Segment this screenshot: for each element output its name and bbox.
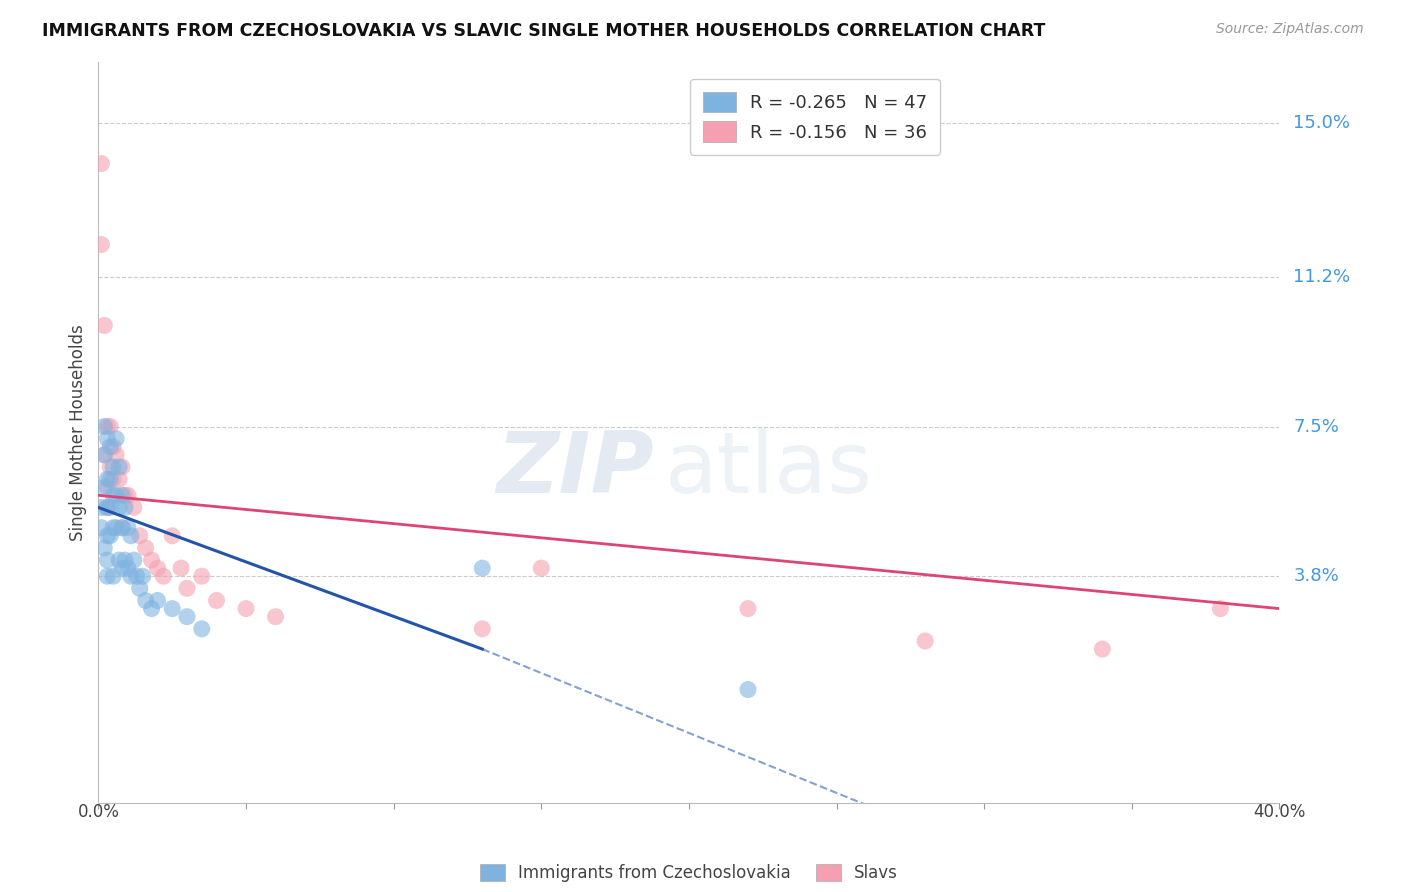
- Point: [96, 472, 118, 486]
- Point: [111, 521, 134, 535]
- Point: [96, 569, 118, 583]
- Point: [1091, 642, 1114, 657]
- Point: [128, 582, 150, 596]
- Point: [90, 156, 112, 170]
- Point: [103, 521, 125, 535]
- Point: [114, 553, 136, 567]
- Point: [117, 521, 139, 535]
- Point: [152, 569, 174, 583]
- Point: [108, 460, 131, 475]
- Point: [93, 318, 115, 333]
- Text: 3.8%: 3.8%: [1294, 567, 1339, 585]
- Point: [471, 561, 494, 575]
- Point: [146, 561, 169, 575]
- Text: ZIP: ZIP: [496, 428, 654, 511]
- Point: [108, 553, 131, 567]
- Point: [96, 529, 118, 543]
- Point: [93, 448, 115, 462]
- Point: [105, 488, 128, 502]
- Point: [98, 472, 121, 486]
- Point: [191, 622, 214, 636]
- Point: [264, 609, 287, 624]
- Point: [162, 529, 183, 543]
- Text: 11.2%: 11.2%: [1294, 268, 1351, 285]
- Point: [530, 561, 553, 575]
- Point: [96, 500, 118, 515]
- Point: [103, 569, 125, 583]
- Point: [105, 432, 128, 446]
- Point: [98, 529, 121, 543]
- Point: [1209, 601, 1232, 615]
- Point: [122, 500, 145, 515]
- Point: [93, 541, 115, 555]
- Text: atlas: atlas: [665, 428, 873, 511]
- Point: [205, 593, 228, 607]
- Point: [98, 500, 121, 515]
- Point: [162, 601, 183, 615]
- Point: [96, 419, 118, 434]
- Point: [93, 419, 115, 434]
- Point: [737, 682, 759, 697]
- Point: [105, 521, 128, 535]
- Point: [96, 553, 118, 567]
- Point: [122, 553, 145, 567]
- Point: [117, 561, 139, 575]
- Point: [111, 521, 134, 535]
- Point: [96, 432, 118, 446]
- Point: [120, 569, 142, 583]
- Point: [108, 500, 131, 515]
- Point: [170, 561, 193, 575]
- Point: [125, 569, 148, 583]
- Point: [471, 622, 494, 636]
- Point: [114, 500, 136, 515]
- Point: [914, 634, 936, 648]
- Point: [105, 448, 128, 462]
- Point: [111, 561, 134, 575]
- Point: [90, 237, 112, 252]
- Point: [120, 529, 142, 543]
- Point: [98, 460, 121, 475]
- Point: [98, 440, 121, 454]
- Point: [132, 569, 155, 583]
- Point: [103, 440, 125, 454]
- Point: [135, 593, 157, 607]
- Point: [176, 582, 198, 596]
- Point: [90, 521, 112, 535]
- Point: [114, 488, 136, 502]
- Text: 0.0%: 0.0%: [77, 803, 120, 821]
- Point: [108, 472, 131, 486]
- Text: Source: ZipAtlas.com: Source: ZipAtlas.com: [1216, 22, 1364, 37]
- Point: [135, 541, 157, 555]
- Point: [98, 419, 121, 434]
- Text: 15.0%: 15.0%: [1294, 114, 1350, 132]
- Point: [141, 553, 163, 567]
- Point: [103, 488, 125, 502]
- Text: 7.5%: 7.5%: [1294, 417, 1340, 435]
- Point: [96, 480, 118, 494]
- Point: [111, 460, 134, 475]
- Point: [146, 593, 169, 607]
- Point: [93, 448, 115, 462]
- Text: 40.0%: 40.0%: [1253, 803, 1306, 821]
- Point: [103, 472, 125, 486]
- Point: [103, 460, 125, 475]
- Point: [96, 500, 118, 515]
- Legend: Immigrants from Czechoslovakia, Slavs: Immigrants from Czechoslovakia, Slavs: [471, 855, 907, 890]
- Point: [117, 488, 139, 502]
- Point: [737, 601, 759, 615]
- Point: [141, 601, 163, 615]
- Point: [111, 488, 134, 502]
- Point: [191, 569, 214, 583]
- Point: [93, 480, 115, 494]
- Point: [176, 609, 198, 624]
- Point: [128, 529, 150, 543]
- Point: [90, 500, 112, 515]
- Point: [235, 601, 257, 615]
- Y-axis label: Single Mother Households: Single Mother Households: [69, 325, 87, 541]
- Text: IMMIGRANTS FROM CZECHOSLOVAKIA VS SLAVIC SINGLE MOTHER HOUSEHOLDS CORRELATION CH: IMMIGRANTS FROM CZECHOSLOVAKIA VS SLAVIC…: [42, 22, 1046, 40]
